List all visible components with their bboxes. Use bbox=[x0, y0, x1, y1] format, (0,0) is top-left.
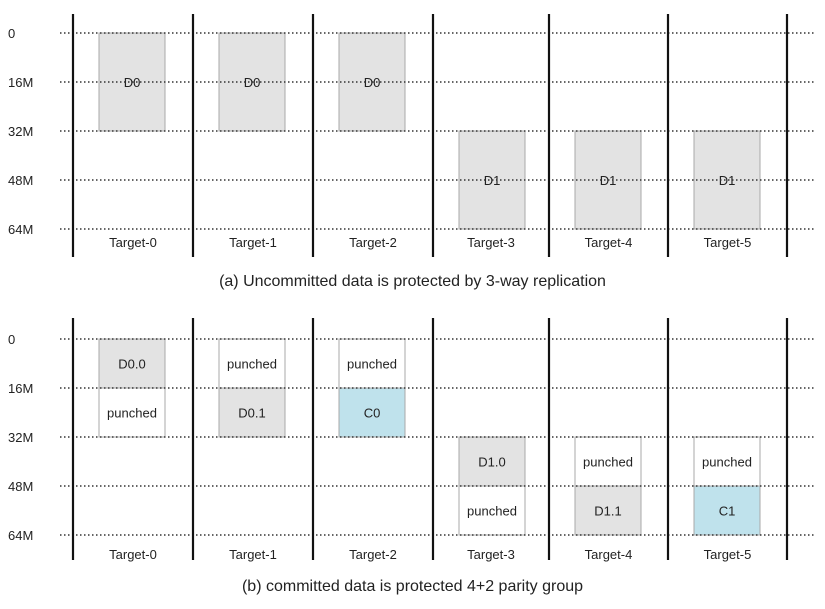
panel-a-y-label: 16M bbox=[8, 75, 33, 90]
panel-b-block-punched bbox=[574, 436, 642, 487]
panel-a-target-label: Target-5 bbox=[704, 235, 752, 250]
panel-b-block-punched bbox=[458, 485, 526, 536]
panel-a-y-label: 64M bbox=[8, 222, 33, 237]
panel-b-block-label: punched bbox=[347, 357, 397, 372]
panel-b-block-label: punched bbox=[107, 406, 157, 421]
panel-a-y-label: 0 bbox=[8, 26, 15, 41]
panel-b-block-label: punched bbox=[702, 455, 752, 470]
panel-b-block-data bbox=[574, 485, 642, 536]
panel-b-block-label: C1 bbox=[719, 504, 736, 519]
panel-b-target-label: Target-5 bbox=[704, 547, 752, 562]
panel-b-y-label: 0 bbox=[8, 332, 15, 347]
panel-a-y-label: 48M bbox=[8, 173, 33, 188]
panel-a-target-label: Target-0 bbox=[109, 235, 157, 250]
panel-a-target-label: Target-2 bbox=[349, 235, 397, 250]
panel-b-y-label: 48M bbox=[8, 479, 33, 494]
panel-a-target-label: Target-4 bbox=[585, 235, 633, 250]
panel-a-target-label: Target-1 bbox=[229, 235, 277, 250]
panel-b-caption: (b) committed data is protected 4+2 pari… bbox=[241, 578, 584, 595]
panel-b-target-label: Target-1 bbox=[229, 547, 277, 562]
panel-b-block-label: D0.1 bbox=[238, 406, 265, 421]
panel-b-target-label: Target-3 bbox=[467, 547, 515, 562]
panel-b-block-punched bbox=[218, 338, 286, 389]
panel-b-target-label: Target-4 bbox=[585, 547, 633, 562]
panel-b-block-label: punched bbox=[227, 357, 277, 372]
panel-b-target-label: Target-0 bbox=[109, 547, 157, 562]
panel-b-target-label: Target-2 bbox=[349, 547, 397, 562]
panel-a-block-label: D1 bbox=[719, 173, 736, 188]
panel-b-block-parity bbox=[693, 485, 761, 536]
panel-a-y-label: 32M bbox=[8, 124, 33, 139]
panel-a-caption: (a) Uncommitted data is protected by 3-w… bbox=[219, 273, 606, 290]
panel-b-y-label: 32M bbox=[8, 430, 33, 445]
panel-b-block-label: punched bbox=[583, 455, 633, 470]
panel-b-block-data bbox=[218, 387, 286, 438]
panel-b-block-punched bbox=[98, 387, 166, 438]
panel-b-block-punched bbox=[338, 338, 406, 389]
panel-b-block-parity bbox=[338, 387, 406, 438]
panel-b-y-label: 64M bbox=[8, 528, 33, 543]
panel-b-block-label: C0 bbox=[364, 406, 381, 421]
panel-b-block-label: D1.1 bbox=[594, 504, 621, 519]
panel-b-block-data bbox=[458, 436, 526, 487]
panel-a-target-label: Target-3 bbox=[467, 235, 515, 250]
panel-b-y-label: 16M bbox=[8, 381, 33, 396]
panel-b-block-label: D0.0 bbox=[118, 357, 145, 372]
panel-b-block-label: punched bbox=[467, 504, 517, 519]
panel-b-block-punched bbox=[693, 436, 761, 487]
panel-b-block-label: D1.0 bbox=[478, 455, 505, 470]
